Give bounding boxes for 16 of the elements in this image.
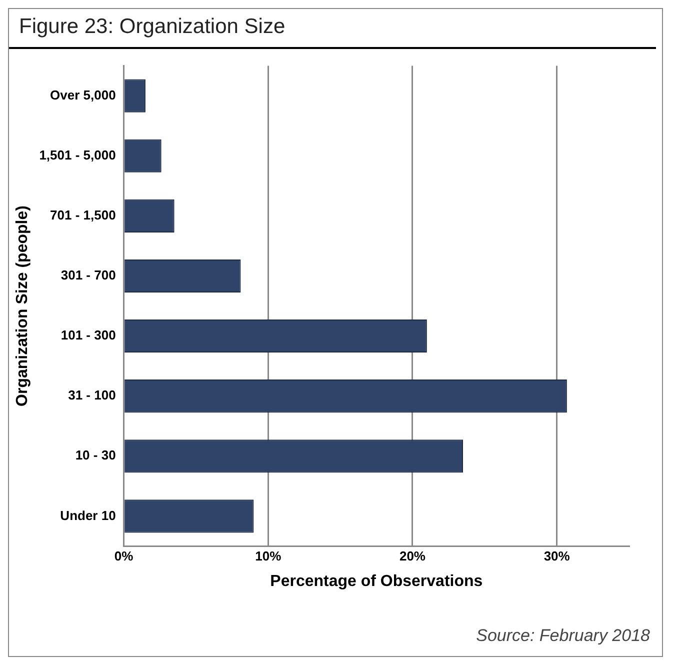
y-tick-label: 31 - 100 (68, 388, 116, 403)
y-tick-label: Under 10 (60, 508, 116, 523)
x-axis-title: Percentage of Observations (270, 572, 483, 590)
y-tick-label: 101 - 300 (60, 328, 116, 343)
y-tick-label: 1,501 - 5,000 (39, 147, 116, 162)
y-tick-label: 301 - 700 (60, 268, 116, 283)
chart-title: Figure 23: Organization Size (9, 9, 656, 49)
y-tick-label: 701 - 1,500 (50, 208, 116, 223)
y-tick-label: 10 - 30 (75, 448, 116, 463)
source-note: Source: February 2018 (476, 626, 650, 646)
x-tick-label: 0% (114, 548, 134, 564)
y-tick-label: Over 5,000 (50, 87, 116, 102)
y-axis-title: Organization Size (people) (14, 206, 32, 406)
x-tick-label: 30% (544, 548, 570, 564)
x-tick-label: 20% (399, 548, 426, 564)
x-tick-label: 10% (255, 548, 282, 564)
